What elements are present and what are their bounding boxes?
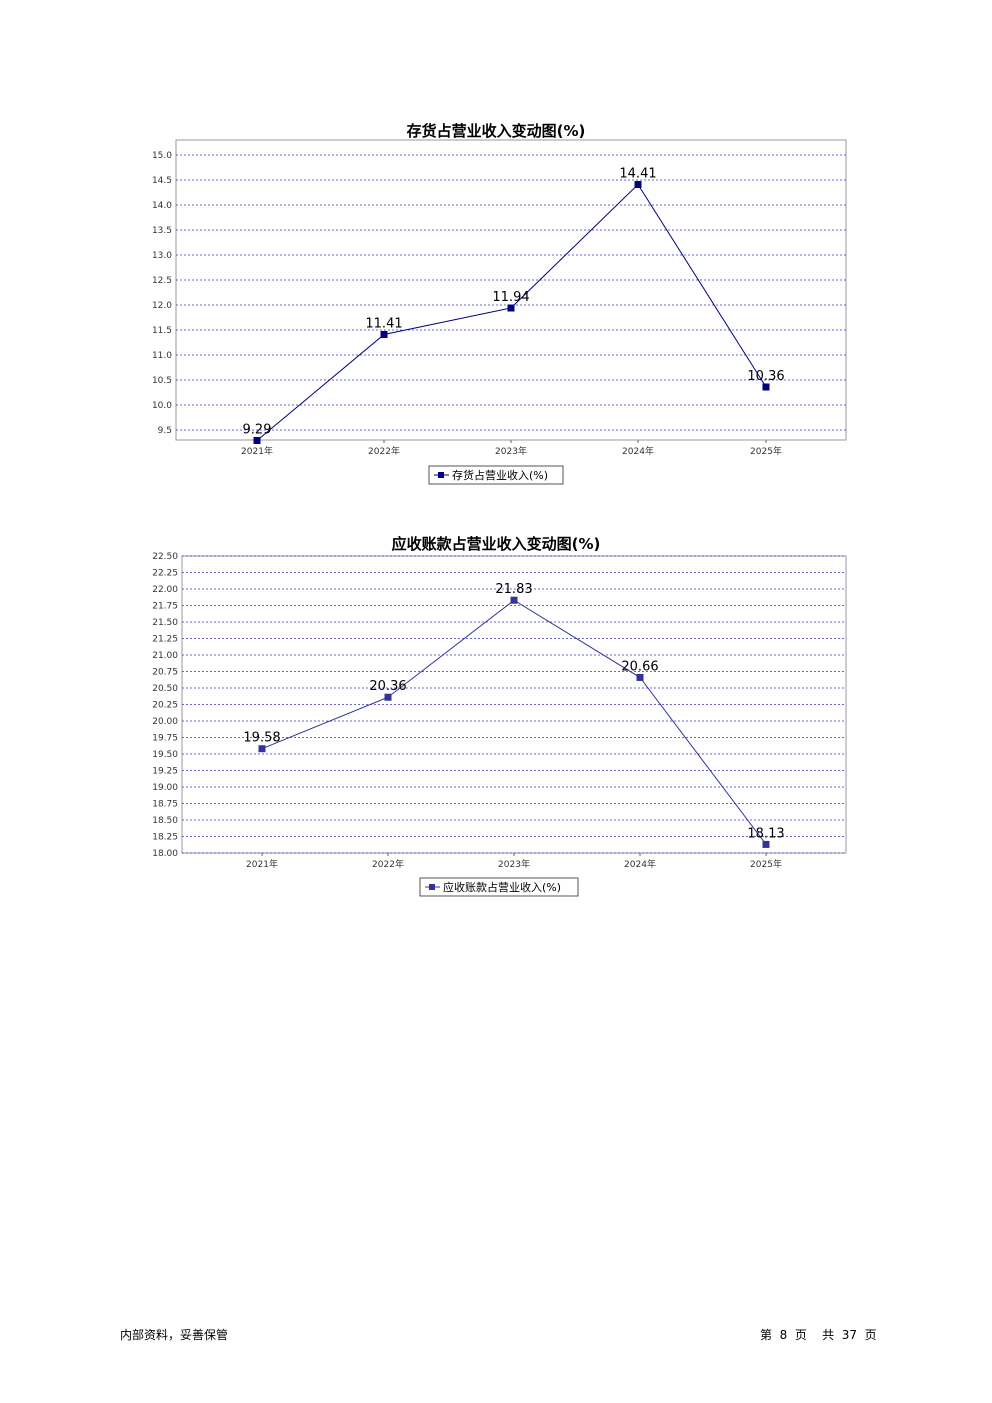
legend-box [428, 465, 564, 485]
data-label: 11.94 [492, 290, 529, 305]
y-tick-label: 19.75 [152, 734, 178, 744]
data-point [636, 673, 644, 681]
y-tick-label: 13.0 [152, 251, 172, 261]
y-tick-label: 10.0 [152, 401, 172, 411]
legend-marker [429, 884, 435, 890]
footer-left: 内部资料，妥善保管 [120, 1328, 229, 1342]
legend-marker [438, 472, 444, 478]
x-tick-label: 2022年 [368, 445, 400, 457]
x-tick-label: 2023年 [495, 445, 527, 457]
x-tick-label: 2024年 [622, 445, 654, 457]
x-tick-label: 2023年 [498, 858, 530, 870]
data-label: 20.66 [621, 659, 658, 674]
y-tick-label: 18.75 [152, 800, 178, 810]
y-tick-label: 11.0 [152, 351, 172, 361]
y-tick-label: 21.00 [152, 651, 178, 661]
x-tick-label: 2025年 [750, 445, 782, 457]
plot-area [175, 139, 847, 441]
inventory-chart-svg: 9.5 10.0 10.5 11.0 11.5 12.0 12.5 13.0 13.5 14.0 1… [152, 139, 847, 485]
data-label: 20.36 [369, 679, 406, 694]
data-label: 19.58 [243, 731, 280, 746]
data-point [507, 304, 515, 312]
data-point [634, 181, 642, 188]
x-tick-label: 2025年 [750, 858, 782, 870]
receivables-chart-svg: 22.50 22.25 22.00 21.75 21.50 21.25 21.00 20.75… [152, 552, 847, 897]
y-tick-label: 21.25 [152, 635, 178, 645]
data-point [384, 693, 392, 701]
y-tick-label: 20.50 [152, 684, 178, 694]
x-tick-label: 2021年 [241, 445, 273, 457]
y-tick-label: 10.5 [152, 376, 172, 386]
y-tick-label: 18.50 [152, 816, 178, 826]
legend-label: 存货占营业收入(%) [452, 468, 548, 482]
y-tick-label: 18.00 [152, 849, 178, 859]
y-tick-label: 12.5 [152, 276, 172, 286]
data-point [380, 331, 388, 338]
x-tick-label: 2022年 [372, 858, 404, 870]
chart-title: 应收账款占营业收入变动图(%) [391, 535, 601, 553]
legend-label: 应收账款占营业收入(%) [443, 880, 561, 894]
y-tick-label: 21.50 [152, 618, 178, 628]
y-tick-label: 14.5 [152, 176, 172, 186]
data-label: 9.29 [243, 423, 272, 438]
data-label: 18.13 [747, 826, 784, 841]
x-tick-label: 2021年 [246, 858, 278, 870]
y-tick-label: 20.75 [152, 668, 178, 678]
y-tick-label: 19.50 [152, 750, 178, 760]
y-tick-label: 22.25 [152, 569, 178, 579]
y-tick-label: 18.25 [152, 833, 178, 843]
data-point [762, 840, 770, 848]
data-point [510, 596, 518, 604]
y-tick-label: 19.25 [152, 767, 178, 777]
legend-box [419, 877, 579, 897]
data-point [258, 745, 266, 753]
data-point [762, 383, 770, 391]
chart-title: 存货占营业收入变动图(%) [406, 122, 586, 140]
y-tick-label: 14.0 [152, 201, 172, 211]
y-tick-label: 22.50 [152, 552, 178, 562]
data-point [253, 437, 261, 444]
y-tick-label: 19.00 [152, 783, 178, 793]
y-tick-label: 12.0 [152, 301, 172, 311]
y-tick-label: 11.5 [152, 326, 172, 336]
y-tick-label: 21.75 [152, 602, 178, 612]
y-tick-label: 9.5 [158, 426, 172, 436]
y-tick-label: 20.00 [152, 717, 178, 727]
data-label: 14.41 [619, 167, 656, 182]
y-tick-label: 20.25 [152, 701, 178, 711]
y-tick-label: 22.00 [152, 585, 178, 595]
x-tick-label: 2024年 [624, 858, 656, 870]
footer-page-number: 第 8 页 共 37 页 [760, 1328, 877, 1342]
y-tick-label: 13.5 [152, 226, 172, 236]
data-label: 11.41 [365, 317, 402, 332]
data-label: 10.36 [747, 369, 784, 384]
y-tick-label: 15.0 [152, 151, 172, 161]
data-label: 21.83 [495, 582, 532, 597]
